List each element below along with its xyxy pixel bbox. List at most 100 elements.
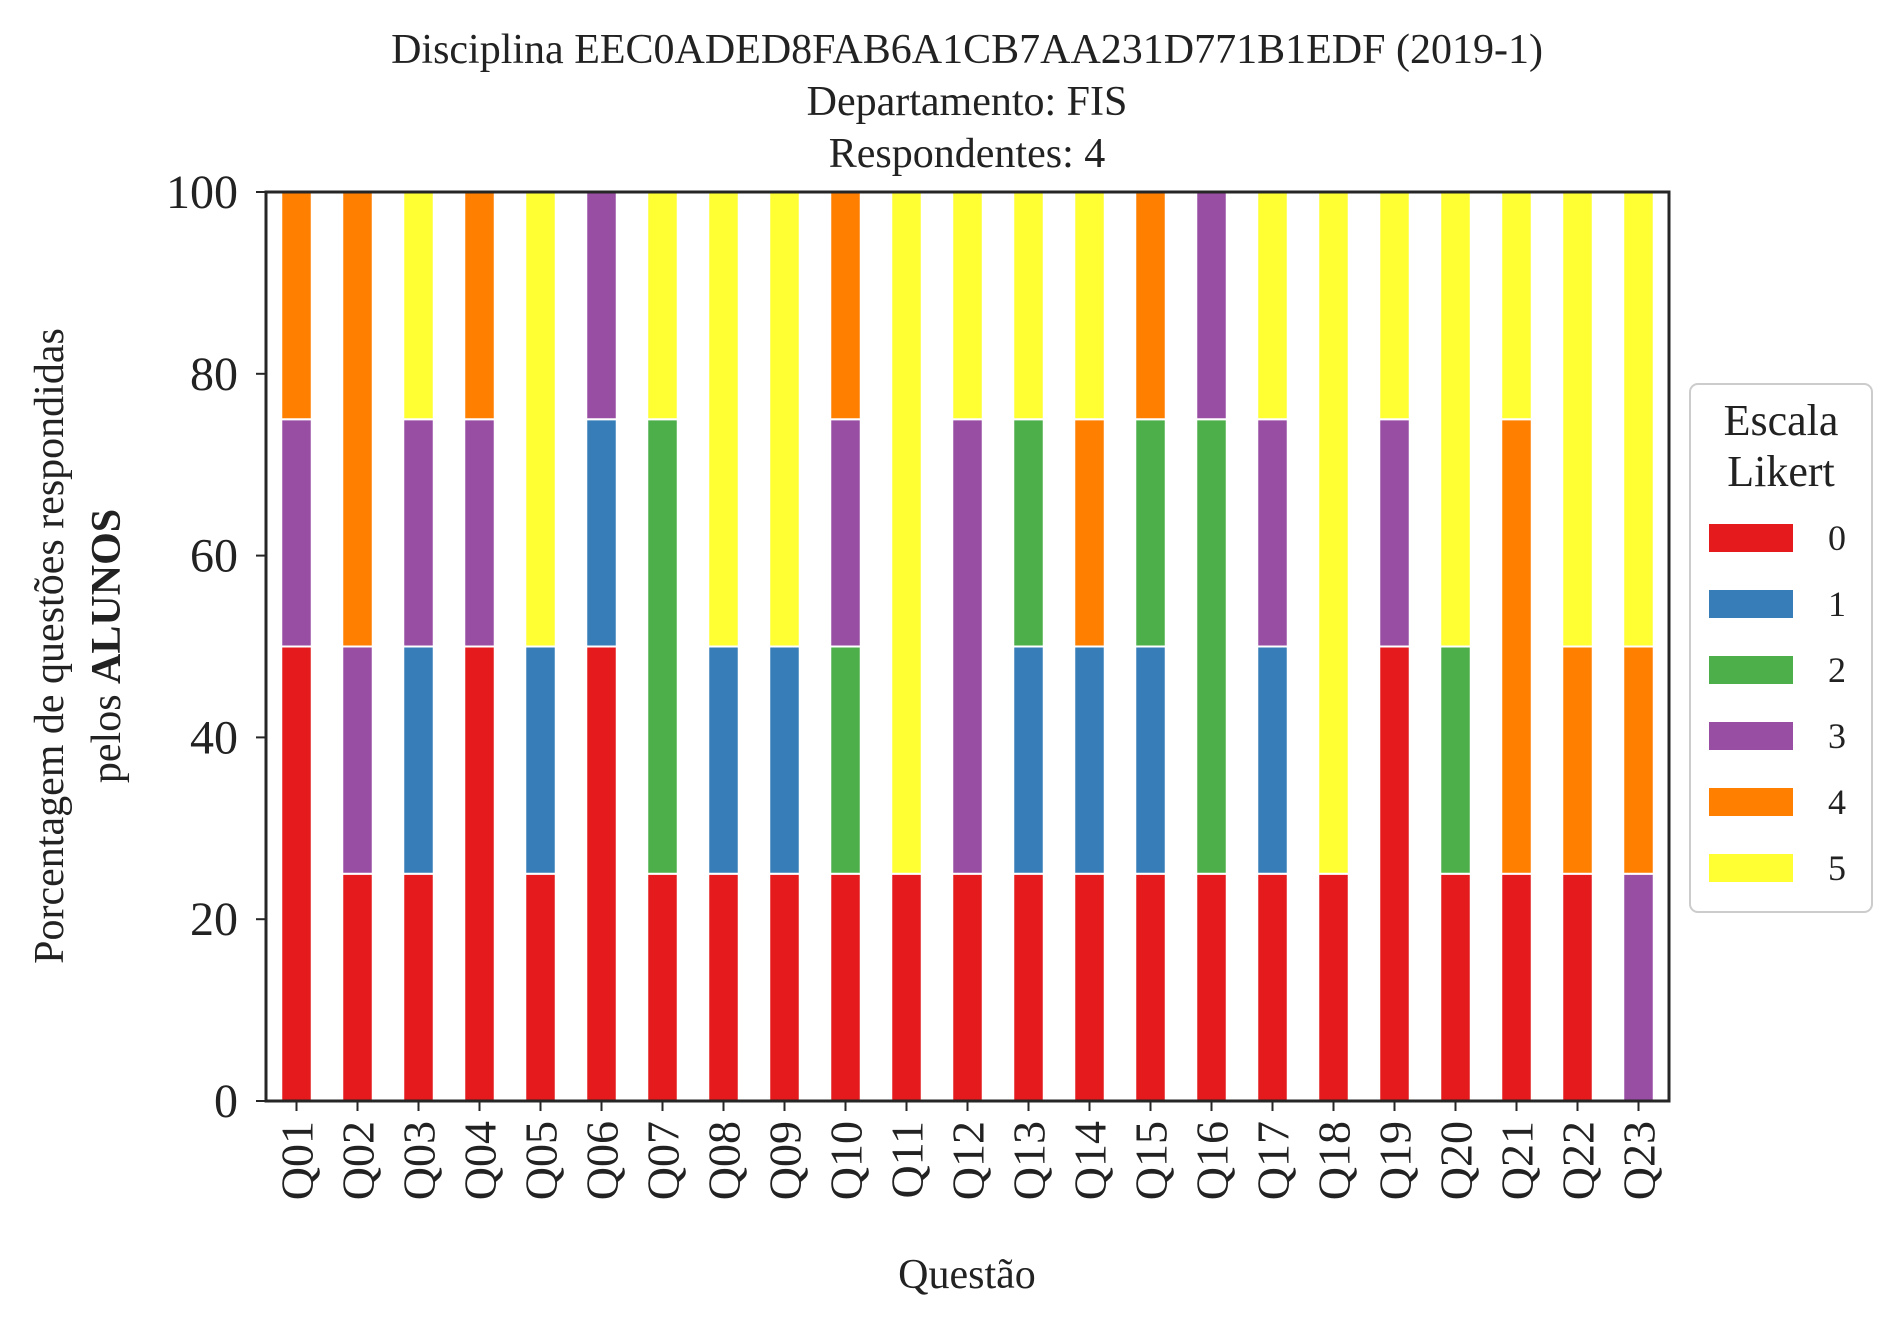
x-tick-label-q03: Q03 bbox=[394, 1121, 445, 1200]
bar-q07-level-5 bbox=[646, 191, 679, 421]
chart-title: Disciplina EEC0ADED8FAB6A1CB7AA231D771B1… bbox=[391, 27, 1543, 177]
legend-title-line-2: Likert bbox=[1727, 447, 1835, 496]
legend-swatch-1 bbox=[1709, 590, 1793, 618]
bar-q05-level-5 bbox=[524, 191, 557, 648]
bar-q23-level-4 bbox=[1622, 645, 1655, 875]
bar-q12-level-5 bbox=[951, 191, 984, 421]
bar-q17-level-5 bbox=[1256, 191, 1289, 421]
legend-swatch-2 bbox=[1709, 656, 1793, 684]
x-tick-label-q19: Q19 bbox=[1370, 1121, 1421, 1200]
x-tick-label-q11: Q11 bbox=[882, 1121, 933, 1199]
x-tick-label-q16: Q16 bbox=[1187, 1121, 1238, 1200]
bar-q13-level-5 bbox=[1012, 191, 1045, 421]
bar-q05-level-1 bbox=[524, 645, 557, 875]
x-tick-label-q14: Q14 bbox=[1065, 1121, 1116, 1200]
bar-q13-level-1 bbox=[1012, 645, 1045, 875]
bar-q13-level-0 bbox=[1012, 872, 1045, 1102]
bar-q23-level-5 bbox=[1622, 191, 1655, 648]
bar-q05-level-0 bbox=[524, 872, 557, 1102]
legend-label-0: 0 bbox=[1828, 518, 1846, 558]
bar-q03-level-3 bbox=[402, 418, 435, 648]
legend-label-2: 2 bbox=[1828, 650, 1846, 690]
bar-q03-level-0 bbox=[402, 872, 435, 1102]
y-tick-label-80: 80 bbox=[190, 348, 238, 401]
legend-box bbox=[1689, 383, 1873, 913]
bar-q22-level-4 bbox=[1561, 645, 1594, 875]
x-tick-label-q18: Q18 bbox=[1309, 1121, 1360, 1200]
bar-q09-level-0 bbox=[768, 872, 801, 1102]
bar-q14-level-0 bbox=[1073, 872, 1106, 1102]
bar-q04-level-4 bbox=[463, 191, 496, 421]
x-tick-label-q02: Q02 bbox=[333, 1121, 384, 1200]
y-axis-title-line-2: pelos ALUNOS bbox=[84, 509, 130, 783]
bar-q15-level-4 bbox=[1134, 191, 1167, 421]
bar-q21-level-5 bbox=[1500, 191, 1533, 421]
bar-q08-level-1 bbox=[707, 645, 740, 875]
bar-q17-level-0 bbox=[1256, 872, 1289, 1102]
bar-q01-level-3 bbox=[280, 418, 313, 648]
x-axis-ticks: Q01 Q02 Q03 Q04 Q05 Q06 Q07 Q08 Q09 Q10 Q11 Q12 Q13 Q… bbox=[272, 1101, 1665, 1200]
bar-q22-level-5 bbox=[1561, 191, 1594, 648]
bar-q02-level-0 bbox=[341, 872, 374, 1102]
legend-swatch-3 bbox=[1709, 722, 1793, 750]
bar-q01-level-4 bbox=[280, 191, 313, 421]
chart-title-line-2: Departamento: FIS bbox=[807, 79, 1128, 125]
legend-label-5: 5 bbox=[1828, 848, 1846, 888]
bar-q03-level-5 bbox=[402, 191, 435, 421]
bar-q09-level-1 bbox=[768, 645, 801, 875]
bar-q10-level-3 bbox=[829, 418, 862, 648]
legend-label-3: 3 bbox=[1828, 716, 1846, 756]
plot-area-frame bbox=[264, 190, 1671, 1103]
chart-title-line-1: Disciplina EEC0ADED8FAB6A1CB7AA231D771B1… bbox=[391, 27, 1543, 73]
bar-q02-level-4 bbox=[341, 191, 374, 648]
x-tick-label-q04: Q04 bbox=[455, 1121, 506, 1200]
bar-q01-level-0 bbox=[280, 645, 313, 1102]
y-tick-label-100: 100 bbox=[166, 166, 238, 219]
bar-q10-level-2 bbox=[829, 645, 862, 875]
x-tick-label-q15: Q15 bbox=[1126, 1121, 1177, 1200]
y-axis-ticks: 0 20 40 60 80 100 bbox=[166, 166, 266, 1128]
y-tick-label-60: 60 bbox=[190, 530, 238, 583]
bar-q19-level-0 bbox=[1378, 645, 1411, 1102]
legend-label-4: 4 bbox=[1828, 782, 1846, 822]
bar-q17-level-3 bbox=[1256, 418, 1289, 648]
bar-q15-level-1 bbox=[1134, 645, 1167, 875]
bar-q12-level-3 bbox=[951, 418, 984, 875]
bar-q21-level-4 bbox=[1500, 418, 1533, 875]
y-axis-title-prefix: pelos bbox=[84, 684, 130, 783]
bar-q20-level-5 bbox=[1439, 191, 1472, 648]
bar-q06-level-0 bbox=[585, 645, 618, 1102]
legend-label-1: 1 bbox=[1828, 584, 1846, 624]
legend-items: 0 1 2 3 4 5 bbox=[1709, 518, 1846, 888]
bar-q19-level-3 bbox=[1378, 418, 1411, 648]
x-tick-label-q20: Q20 bbox=[1431, 1121, 1482, 1200]
x-tick-label-q09: Q09 bbox=[760, 1121, 811, 1200]
x-tick-label-q12: Q12 bbox=[943, 1121, 994, 1200]
bar-q07-level-0 bbox=[646, 872, 679, 1102]
y-tick-label-20: 20 bbox=[190, 893, 238, 946]
bar-q08-level-0 bbox=[707, 872, 740, 1102]
bar-q22-level-0 bbox=[1561, 872, 1594, 1102]
bar-q06-level-1 bbox=[585, 418, 618, 648]
x-tick-label-q23: Q23 bbox=[1614, 1121, 1665, 1200]
bar-q13-level-2 bbox=[1012, 418, 1045, 648]
bar-q15-level-0 bbox=[1134, 872, 1167, 1102]
bar-q16-level-3 bbox=[1195, 191, 1228, 421]
bar-q18-level-0 bbox=[1317, 872, 1350, 1102]
bar-q02-level-3 bbox=[341, 645, 374, 875]
bar-q14-level-5 bbox=[1073, 191, 1106, 421]
bar-q18-level-5 bbox=[1317, 191, 1350, 875]
x-tick-label-q01: Q01 bbox=[272, 1121, 323, 1200]
chart-title-line-3: Respondentes: 4 bbox=[829, 131, 1105, 177]
y-axis-title-line-1: Porcentagem de questões respondidas bbox=[27, 328, 73, 964]
bar-q11-level-5 bbox=[890, 191, 923, 875]
x-tick-label-q07: Q07 bbox=[638, 1121, 689, 1200]
x-tick-label-q10: Q10 bbox=[821, 1121, 872, 1200]
legend-title-line-1: Escala bbox=[1724, 396, 1839, 445]
bar-q10-level-0 bbox=[829, 872, 862, 1102]
bar-q04-level-3 bbox=[463, 418, 496, 648]
x-tick-label-q13: Q13 bbox=[1004, 1121, 1055, 1200]
bar-q15-level-2 bbox=[1134, 418, 1167, 648]
